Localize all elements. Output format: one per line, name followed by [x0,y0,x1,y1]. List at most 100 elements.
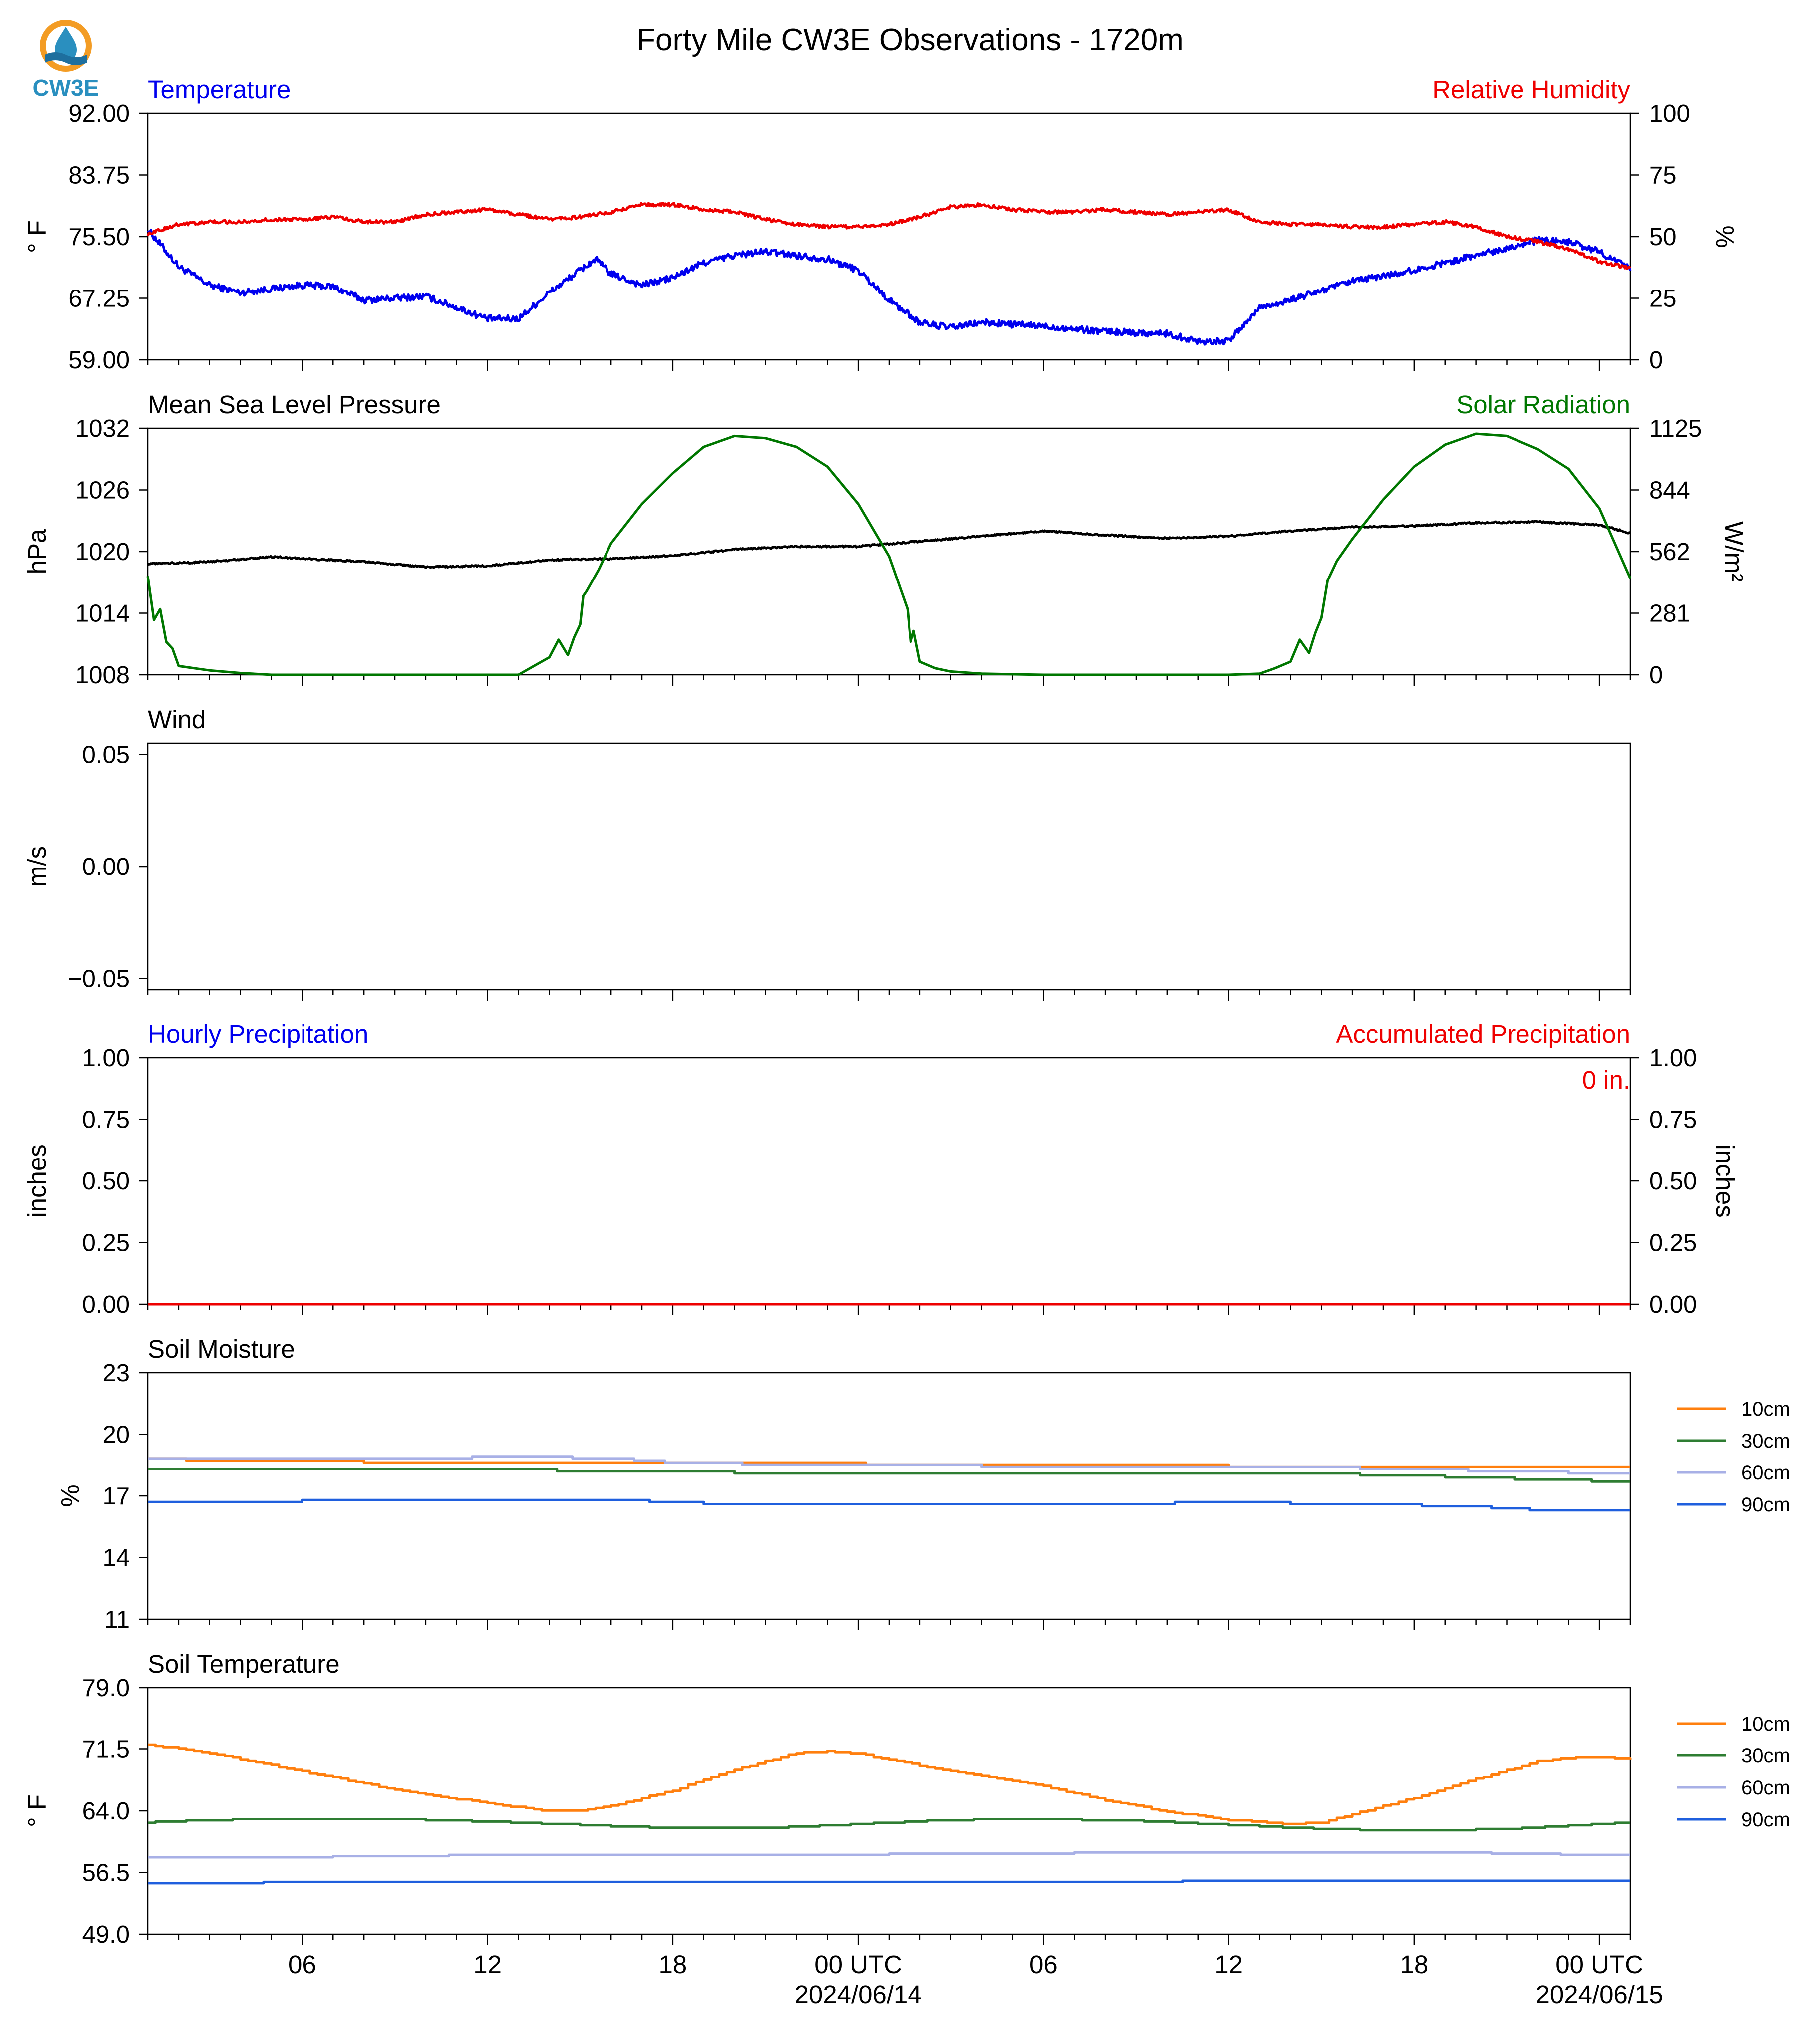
y-tick-label: 0.25 [82,1230,130,1257]
y2-tick-label: 0 [1649,347,1663,374]
series-line-30cm [148,1468,1630,1483]
legend-label: 60cm [1741,1462,1790,1484]
legend-label: 60cm [1741,1777,1790,1799]
panel-2: Mean Sea Level Pressure Solar Radiation 10… [23,390,1748,689]
series-line-60cm [148,1851,1630,1859]
y-axis-label: ° F [23,220,51,253]
y2-tick-label: 0.75 [1649,1107,1697,1134]
legend-label: 10cm [1741,1398,1790,1420]
y-tick-label: 0.05 [82,741,130,768]
y2-axis-label: W/m² [1720,521,1748,582]
panel-4: Hourly Precipitation Accumulated Precipit… [23,1020,1739,1318]
y2-tick-label: 844 [1649,477,1690,504]
legend-label: 10cm [1741,1713,1790,1735]
panel-title-left: Temperature [148,75,291,104]
y2-axis-label: inches [1711,1144,1739,1217]
panel-title-right: Solar Radiation [1456,390,1630,419]
x-date-label: 2024/06/15 [1536,1980,1663,2009]
y-tick-label: 1.00 [82,1045,130,1072]
y-tick-label: 23 [102,1360,130,1387]
panel-title-left: Soil Moisture [148,1335,295,1363]
y2-tick-label: 75 [1649,162,1677,189]
y-tick-label: 67.25 [68,286,130,312]
y2-tick-label: 100 [1649,100,1690,127]
panel-title-right: Relative Humidity [1432,75,1630,104]
y-tick-label: 0.50 [82,1168,130,1195]
y-tick-label: 92.00 [68,100,130,127]
y-tick-label: 11 [104,1606,130,1633]
y2-tick-label: 0.00 [1649,1291,1697,1318]
panel-title-left: Soil Temperature [148,1650,340,1678]
y2-axis-label: % [1711,225,1739,248]
panel-title-left: Mean Sea Level Pressure [148,390,441,419]
legend-label: 30cm [1741,1745,1790,1767]
y2-tick-label: 25 [1649,286,1677,312]
series-line-90cm [148,1498,1630,1512]
legend: 10cm 30cm 60cm 90cm [1677,1713,1790,1831]
y-tick-label: 0.00 [82,1291,130,1318]
y2-tick-label: 50 [1649,224,1677,251]
x-tick-label: 06 [288,1950,316,1979]
series-line-1 [147,228,1632,346]
y-tick-label: −0.05 [68,966,130,993]
y-tick-label: 79.0 [82,1675,130,1702]
legend-label: 30cm [1741,1430,1790,1452]
y-tick-label: 1014 [75,600,130,627]
y2-tick-label: 0.50 [1649,1168,1697,1195]
y-axis-label: inches [23,1144,51,1217]
y-tick-label: 75.50 [68,224,130,251]
y-axis-label: hPa [23,529,51,574]
panel-3: Wind 0.05 0.00 −0.05 m/s [23,705,1631,1001]
y-axis-label: ° F [23,1794,51,1827]
accumulated-total-label: 0 in. [1582,1066,1630,1094]
figure-title: Forty Mile CW3E Observations - 1720m [636,23,1184,57]
legend-label: 90cm [1741,1494,1790,1516]
panel-6: Soil Temperature 79.0 71.5 64.0 56.5 49.0 ° F 1… [23,1650,1790,2009]
panel-title-left: Wind [148,705,206,734]
y-tick-label: 1032 [75,415,130,442]
y2-tick-label: 1.00 [1649,1045,1697,1072]
x-tick-label: 18 [659,1950,687,1979]
legend-label: 90cm [1741,1809,1790,1831]
cw3e-logo: CW3E [33,20,99,101]
y-axis-label: m/s [23,846,51,887]
series-line-60cm [148,1455,1630,1475]
panel-title-right: Accumulated Precipitation [1336,1020,1630,1048]
panel-1: Temperature Relative Humidity 92.00 83.75 75… [23,75,1739,374]
x-tick-label: 00 UTC [1555,1950,1643,1979]
y-tick-label: 14 [102,1545,130,1572]
x-tick-label: 12 [1214,1950,1243,1979]
logo-wave [45,52,87,65]
y-tick-label: 71.5 [82,1737,130,1763]
series-line-30cm [148,1818,1630,1832]
x-tick-label: 18 [1400,1950,1429,1979]
y-tick-label: 56.5 [82,1860,130,1887]
series-line-10cm [148,1743,1632,1825]
y-tick-label: 0.75 [82,1107,130,1134]
y-tick-label: 17 [102,1483,130,1510]
y-axis-label: % [56,1484,84,1507]
y2-tick-label: 562 [1649,539,1690,566]
y-tick-label: 1020 [75,539,130,566]
x-date-label: 2024/06/14 [795,1980,922,2009]
y-tick-label: 59.00 [68,347,130,374]
x-tick-label: 00 UTC [814,1950,902,1979]
x-tick-label: 06 [1029,1950,1058,1979]
y-tick-label: 1008 [75,662,130,689]
y2-tick-label: 0 [1649,662,1663,689]
panel-title-left: Hourly Precipitation [148,1020,368,1048]
y-tick-label: 20 [102,1422,130,1449]
y-tick-label: 64.0 [82,1798,130,1825]
logo-text: CW3E [33,75,99,101]
series-line-90cm [148,1879,1630,1885]
y2-tick-label: 0.25 [1649,1230,1697,1257]
y2-tick-label: 281 [1649,600,1690,627]
y-tick-label: 83.75 [68,162,130,189]
legend: 10cm 30cm 60cm 90cm [1677,1398,1790,1516]
series-line-2 [146,201,1631,270]
y-tick-label: 1026 [75,477,130,504]
y-tick-label: 0.00 [82,854,130,880]
series-line-1 [147,520,1631,569]
